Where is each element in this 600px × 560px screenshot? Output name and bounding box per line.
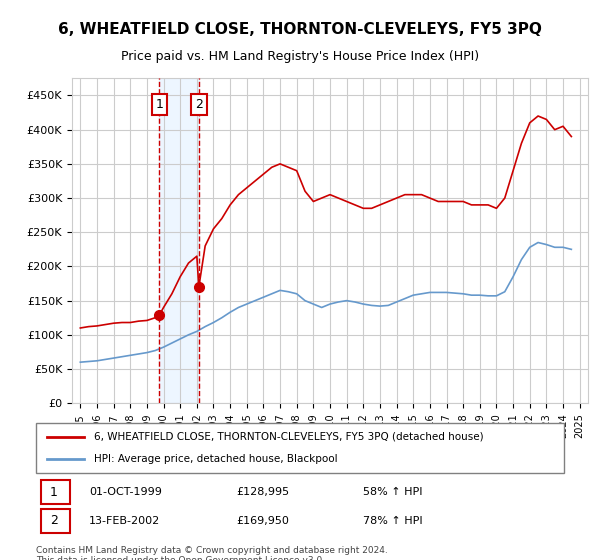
Text: 2: 2 — [195, 98, 203, 111]
FancyBboxPatch shape — [41, 480, 70, 504]
Text: 1: 1 — [50, 486, 58, 498]
Text: 6, WHEATFIELD CLOSE, THORNTON-CLEVELEYS, FY5 3PQ (detached house): 6, WHEATFIELD CLOSE, THORNTON-CLEVELEYS,… — [94, 432, 484, 442]
Text: 6, WHEATFIELD CLOSE, THORNTON-CLEVELEYS, FY5 3PQ: 6, WHEATFIELD CLOSE, THORNTON-CLEVELEYS,… — [58, 22, 542, 38]
FancyBboxPatch shape — [41, 509, 70, 533]
Text: 1: 1 — [155, 98, 163, 111]
Text: £128,995: £128,995 — [236, 487, 290, 497]
Text: 78% ↑ HPI: 78% ↑ HPI — [364, 516, 423, 526]
Text: HPI: Average price, detached house, Blackpool: HPI: Average price, detached house, Blac… — [94, 454, 338, 464]
Text: 58% ↑ HPI: 58% ↑ HPI — [364, 487, 423, 497]
FancyBboxPatch shape — [36, 423, 564, 473]
Text: 13-FEB-2002: 13-FEB-2002 — [89, 516, 160, 526]
Text: 2: 2 — [50, 515, 58, 528]
Text: Contains HM Land Registry data © Crown copyright and database right 2024.
This d: Contains HM Land Registry data © Crown c… — [36, 546, 388, 560]
Text: 01-OCT-1999: 01-OCT-1999 — [89, 487, 161, 497]
Text: Price paid vs. HM Land Registry's House Price Index (HPI): Price paid vs. HM Land Registry's House … — [121, 50, 479, 63]
Text: £169,950: £169,950 — [236, 516, 290, 526]
Bar — [160, 78, 199, 403]
